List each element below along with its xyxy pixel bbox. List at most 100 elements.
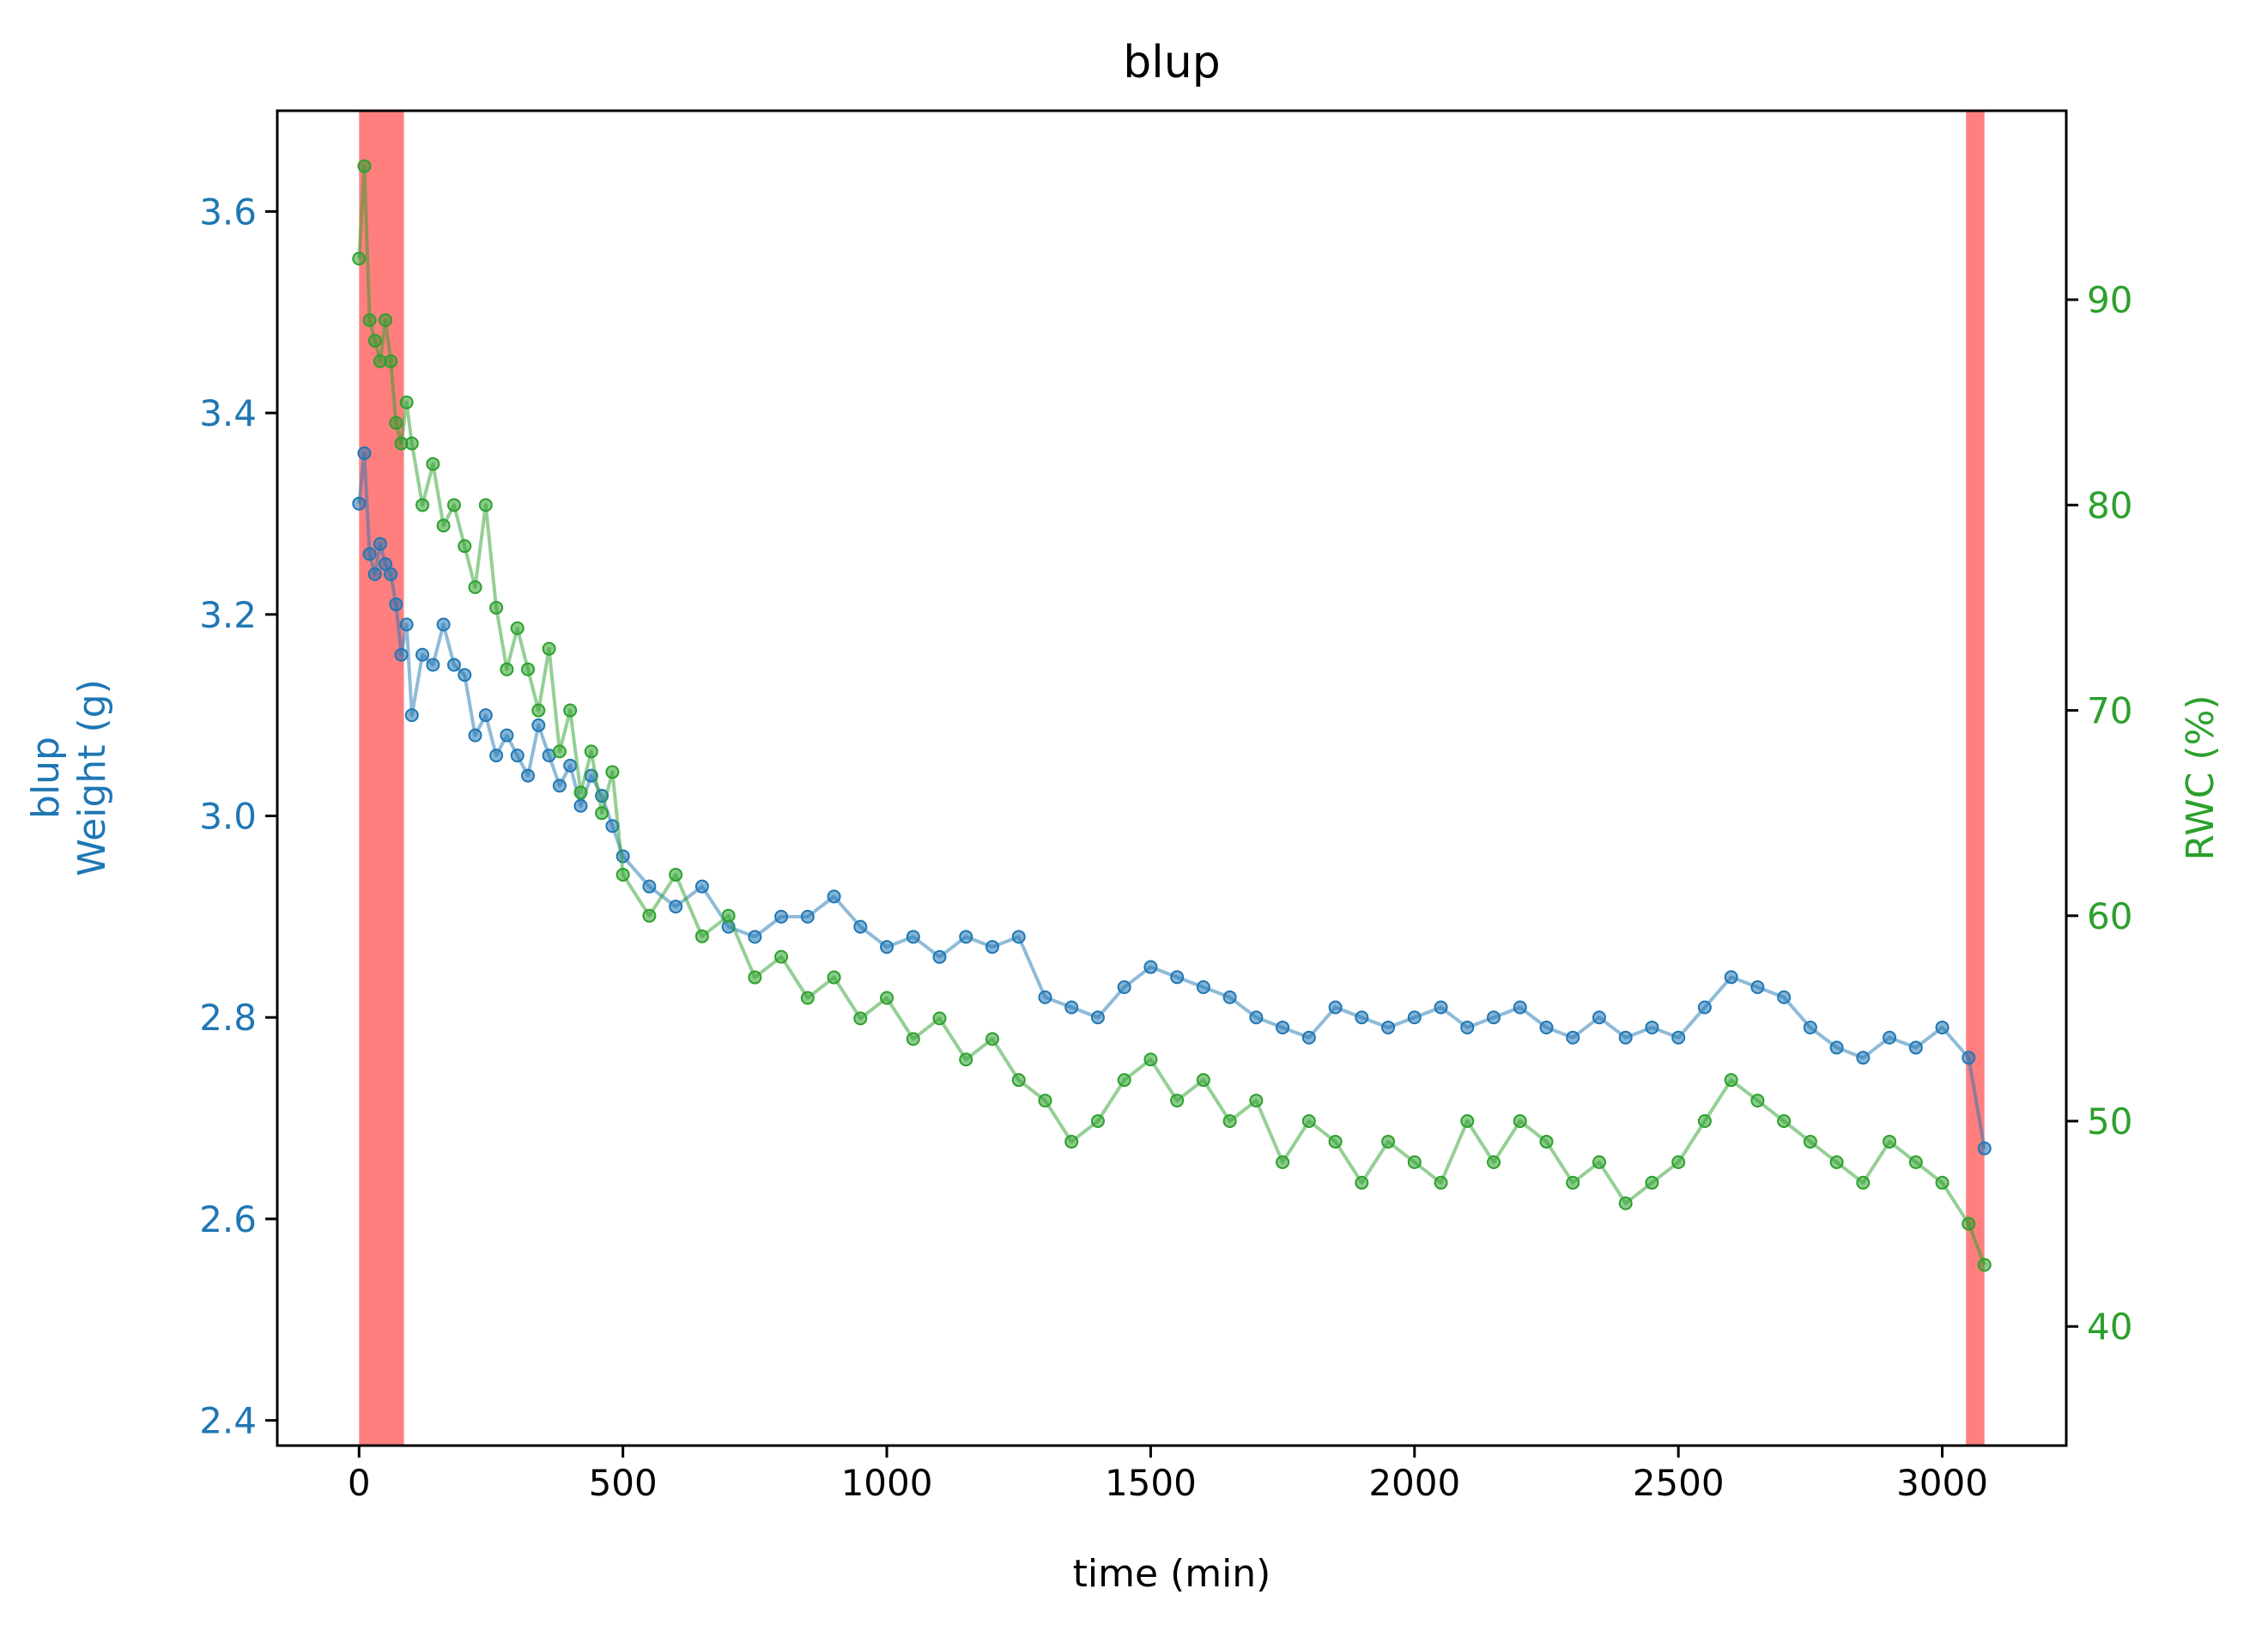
series-1-point <box>458 539 472 554</box>
series-0-point <box>1935 1020 1950 1034</box>
series-1-point <box>379 313 393 328</box>
y-left-tick-label: 2.6 <box>199 1198 257 1240</box>
series-1-point <box>399 395 414 409</box>
y-right-tick-label: 90 <box>2087 279 2132 321</box>
series-1-point <box>1170 1094 1185 1108</box>
series-1-point <box>1090 1114 1105 1129</box>
series-0-point <box>1407 1010 1422 1025</box>
series-1-point <box>605 765 620 779</box>
y-right-tick-label: 60 <box>2087 895 2132 937</box>
series-0-point <box>1724 970 1738 985</box>
series-0-point <box>1381 1020 1396 1034</box>
series-0-point <box>1064 1000 1079 1015</box>
series-1-point <box>985 1032 999 1046</box>
series-1-point <box>510 621 525 635</box>
series-0-point <box>694 879 709 894</box>
series-1-point <box>1962 1216 1976 1231</box>
series-1-point <box>827 970 841 985</box>
series-1-point <box>1829 1155 1844 1169</box>
series-0-point <box>1249 1010 1264 1025</box>
series-0-point <box>510 749 525 763</box>
plot-area <box>352 111 1992 1446</box>
y-right-tick-label: 50 <box>2087 1100 2132 1143</box>
series-1-point <box>563 703 578 718</box>
series-0-point <box>1908 1040 1923 1055</box>
series-0-point <box>932 949 947 964</box>
series-0-point <box>1301 1030 1316 1045</box>
y-left-tick-label: 3.6 <box>199 191 257 233</box>
series-0-point <box>1829 1040 1844 1055</box>
series-0-point <box>415 647 430 662</box>
x-tick-label: 3000 <box>1896 1462 1988 1504</box>
series-0-point <box>959 930 973 944</box>
series-1-point <box>468 580 482 595</box>
series-1-point <box>573 785 588 800</box>
series-0-point <box>642 879 657 894</box>
series-1-point <box>436 518 451 533</box>
series-1-point <box>1011 1073 1026 1088</box>
series-0-point <box>367 567 382 581</box>
series-0-point <box>1856 1051 1871 1065</box>
highlight-span-0 <box>359 111 404 1446</box>
series-0-point <box>800 909 815 924</box>
series-0-point <box>357 446 372 461</box>
series-1-point <box>352 252 367 266</box>
series-0-point <box>478 708 493 723</box>
series-0-point <box>1777 990 1792 1004</box>
series-0-point <box>827 889 841 904</box>
series-0-point <box>1671 1030 1686 1045</box>
series-0-point <box>1222 990 1237 1004</box>
series-1-point <box>1196 1073 1210 1088</box>
series-0-point <box>1618 1030 1633 1045</box>
series-0-point <box>1276 1020 1290 1034</box>
series-1-point <box>616 867 630 882</box>
series-1-point <box>669 867 683 882</box>
series-1-point <box>1618 1196 1633 1210</box>
y-left-tick-label: 3.2 <box>199 594 257 636</box>
series-0-point <box>1038 990 1052 1004</box>
series-0-point <box>1434 1000 1448 1015</box>
series-1-point <box>531 703 546 718</box>
x-tick-label: 0 <box>348 1462 371 1504</box>
series-0-point <box>394 647 409 662</box>
series-1-point <box>446 498 461 512</box>
series-0-point <box>774 909 789 924</box>
series-1-point <box>489 600 504 615</box>
series-1-point <box>389 415 403 430</box>
series-0-point <box>669 900 683 914</box>
series-1-point <box>642 908 657 923</box>
y-right-tick-label: 70 <box>2087 690 2132 732</box>
series-0-point <box>521 768 536 783</box>
series-1-point <box>584 744 598 759</box>
series-1-point <box>932 1011 947 1026</box>
y-left-tick-label: 3.4 <box>199 392 257 434</box>
series-1-point <box>1222 1114 1237 1129</box>
series-0-point <box>1750 980 1765 995</box>
series-1-point <box>1249 1094 1264 1108</box>
series-0-point <box>1513 1000 1527 1015</box>
y-left-tick-label: 3.0 <box>199 796 257 838</box>
series-1-point <box>521 662 536 676</box>
series-1-point <box>1671 1155 1686 1169</box>
series-1-point <box>1883 1134 1897 1149</box>
series-0-point <box>352 496 367 511</box>
series-1-point <box>1301 1114 1316 1129</box>
series-1-point <box>1803 1134 1817 1149</box>
y-right-tick-label: 80 <box>2087 484 2132 526</box>
series-1-point <box>800 991 815 1005</box>
series-0-point <box>399 617 414 632</box>
series-1-point <box>1407 1155 1422 1169</box>
series-1-point <box>1064 1134 1079 1149</box>
series-0-point <box>446 658 461 672</box>
series-1-point <box>694 929 709 943</box>
series-0-point <box>1090 1010 1105 1025</box>
series-0-point <box>552 779 567 793</box>
series-0-point <box>1803 1020 1817 1034</box>
x-axis-label: time (min) <box>1073 1552 1271 1596</box>
series-0-point <box>853 919 868 934</box>
series-0-point <box>1011 930 1026 944</box>
plot-frame <box>276 109 2068 1447</box>
series-0-point <box>389 597 403 612</box>
series-1-point <box>1355 1175 1369 1190</box>
series-1-point <box>552 744 567 759</box>
